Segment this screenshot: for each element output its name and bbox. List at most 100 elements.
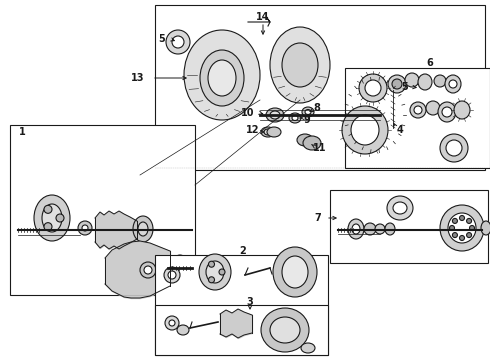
- Ellipse shape: [206, 261, 224, 283]
- Ellipse shape: [348, 219, 364, 239]
- Ellipse shape: [177, 325, 189, 335]
- Ellipse shape: [138, 222, 148, 236]
- Ellipse shape: [273, 247, 317, 297]
- Ellipse shape: [166, 30, 190, 54]
- Text: 5: 5: [159, 34, 166, 44]
- Ellipse shape: [200, 50, 244, 106]
- Ellipse shape: [449, 80, 457, 88]
- Text: 3: 3: [246, 297, 253, 307]
- Ellipse shape: [466, 219, 471, 224]
- Ellipse shape: [270, 27, 330, 103]
- Ellipse shape: [351, 115, 379, 145]
- Ellipse shape: [209, 277, 215, 283]
- Ellipse shape: [219, 269, 225, 275]
- Ellipse shape: [445, 75, 461, 93]
- Ellipse shape: [481, 221, 490, 235]
- Ellipse shape: [270, 111, 280, 119]
- Ellipse shape: [410, 102, 426, 118]
- Text: 4: 4: [396, 125, 403, 135]
- Text: 9: 9: [304, 115, 310, 125]
- Ellipse shape: [392, 79, 402, 89]
- Ellipse shape: [302, 107, 314, 117]
- Ellipse shape: [415, 83, 425, 93]
- Ellipse shape: [414, 106, 422, 114]
- Ellipse shape: [375, 224, 385, 234]
- Ellipse shape: [466, 233, 471, 238]
- Ellipse shape: [199, 254, 231, 290]
- Text: 2: 2: [240, 246, 246, 256]
- Ellipse shape: [56, 214, 64, 222]
- Ellipse shape: [78, 221, 92, 235]
- Bar: [345, 68, 490, 168]
- Ellipse shape: [289, 113, 301, 123]
- Text: 11: 11: [313, 143, 327, 153]
- Ellipse shape: [418, 74, 432, 90]
- Ellipse shape: [267, 127, 281, 137]
- Ellipse shape: [261, 308, 309, 352]
- Ellipse shape: [264, 129, 272, 135]
- Ellipse shape: [133, 216, 153, 242]
- Ellipse shape: [352, 224, 360, 234]
- Text: 6: 6: [427, 58, 433, 68]
- Ellipse shape: [452, 233, 458, 238]
- Ellipse shape: [42, 204, 62, 232]
- Ellipse shape: [347, 80, 403, 150]
- Ellipse shape: [172, 36, 184, 48]
- Text: 7: 7: [315, 213, 321, 223]
- Ellipse shape: [442, 107, 452, 117]
- Text: 13: 13: [131, 73, 145, 83]
- Text: 10: 10: [241, 108, 255, 118]
- Ellipse shape: [144, 266, 152, 274]
- Ellipse shape: [357, 93, 393, 137]
- Ellipse shape: [438, 102, 456, 122]
- Ellipse shape: [434, 75, 446, 87]
- Ellipse shape: [282, 256, 308, 288]
- Ellipse shape: [82, 225, 88, 231]
- Ellipse shape: [208, 60, 236, 96]
- Ellipse shape: [184, 30, 260, 120]
- Text: 12: 12: [246, 125, 260, 135]
- Text: 1: 1: [19, 127, 25, 137]
- Ellipse shape: [266, 108, 284, 122]
- Bar: [10, 125, 195, 295]
- Ellipse shape: [440, 205, 484, 251]
- Ellipse shape: [261, 127, 275, 137]
- Ellipse shape: [171, 255, 189, 281]
- Ellipse shape: [426, 101, 440, 115]
- Ellipse shape: [448, 213, 476, 243]
- Ellipse shape: [301, 343, 315, 353]
- Ellipse shape: [387, 196, 413, 220]
- Ellipse shape: [44, 205, 52, 213]
- Ellipse shape: [460, 216, 465, 220]
- Ellipse shape: [460, 235, 465, 240]
- Ellipse shape: [140, 262, 156, 278]
- Ellipse shape: [44, 223, 52, 231]
- Ellipse shape: [165, 316, 179, 330]
- Ellipse shape: [359, 74, 387, 102]
- Ellipse shape: [364, 223, 376, 235]
- Bar: [155, 255, 328, 355]
- Ellipse shape: [164, 267, 180, 283]
- Text: 5: 5: [402, 82, 408, 92]
- Ellipse shape: [452, 219, 458, 224]
- Ellipse shape: [446, 140, 462, 156]
- Bar: [330, 190, 488, 263]
- Bar: [155, 305, 328, 355]
- Ellipse shape: [449, 225, 455, 230]
- Bar: [155, 5, 485, 170]
- Ellipse shape: [209, 261, 215, 267]
- Ellipse shape: [303, 136, 321, 150]
- Ellipse shape: [292, 116, 298, 121]
- Text: 8: 8: [314, 103, 320, 113]
- Ellipse shape: [270, 317, 300, 343]
- Ellipse shape: [297, 134, 313, 146]
- Ellipse shape: [393, 202, 407, 214]
- Ellipse shape: [34, 195, 70, 241]
- Ellipse shape: [169, 320, 175, 326]
- Ellipse shape: [440, 134, 468, 162]
- Text: 14: 14: [256, 12, 270, 22]
- Ellipse shape: [168, 271, 176, 279]
- Ellipse shape: [405, 73, 419, 87]
- Ellipse shape: [454, 101, 470, 119]
- Ellipse shape: [305, 109, 311, 114]
